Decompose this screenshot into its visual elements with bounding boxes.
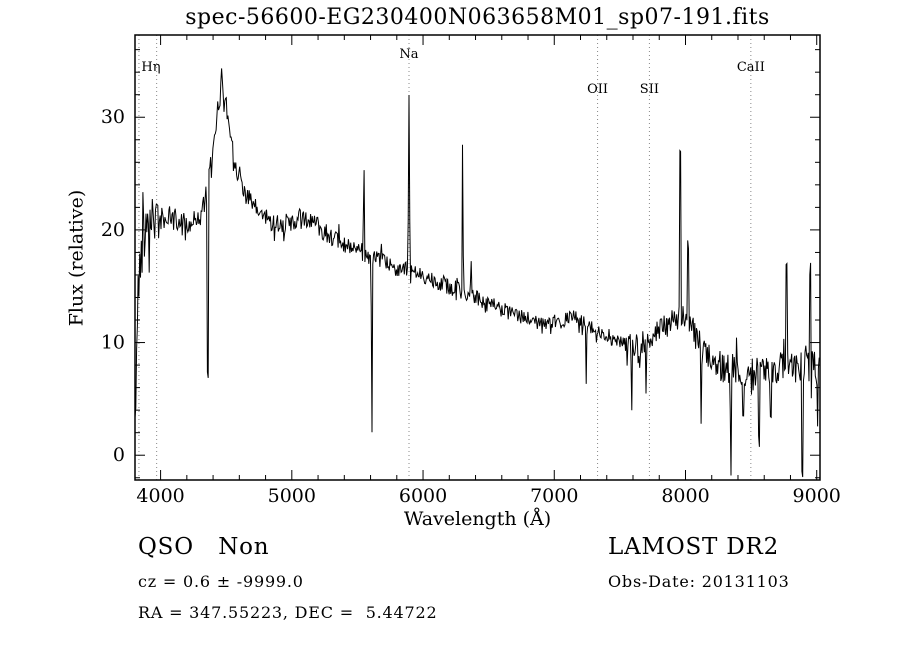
x-tick-label: 8000 [661,485,709,507]
spectral-line-label: OII [587,82,608,97]
redshift-label: cz = 0.6 ± -9999.0 [138,572,304,591]
y-tick-label: 30 [101,106,125,128]
x-tick-label: 7000 [530,485,578,507]
obs-date-label: Obs-Date: 20131103 [608,572,790,591]
x-tick-label: 4000 [136,485,184,507]
plot-border [134,34,821,481]
y-tick-label: 20 [101,219,125,241]
x-axis-label: Wavelength (Å) [403,508,552,530]
spectral-line-label: Hη [141,60,160,75]
y-tick-label: 10 [101,332,125,354]
spectral-line-label: Na [399,47,418,62]
y-axis-label: Flux (relative) [65,189,88,327]
x-tick-label: 5000 [268,485,316,507]
y-tick-label: 0 [113,444,125,466]
ra-dec-label: RA = 347.55223, DEC = 5.44722 [138,603,438,622]
x-tick-label: 6000 [399,485,447,507]
survey-label: LAMOST DR2 [608,534,780,560]
classification-label: QSO Non [138,534,270,560]
spectral-line-label: CaII [737,60,765,75]
page-title: spec-56600-EG230400N063658M01_sp07-191.f… [185,5,770,30]
x-tick-label: 9000 [793,485,841,507]
spectral-line-label: SII [640,82,659,97]
spectrum-trace [135,68,820,478]
